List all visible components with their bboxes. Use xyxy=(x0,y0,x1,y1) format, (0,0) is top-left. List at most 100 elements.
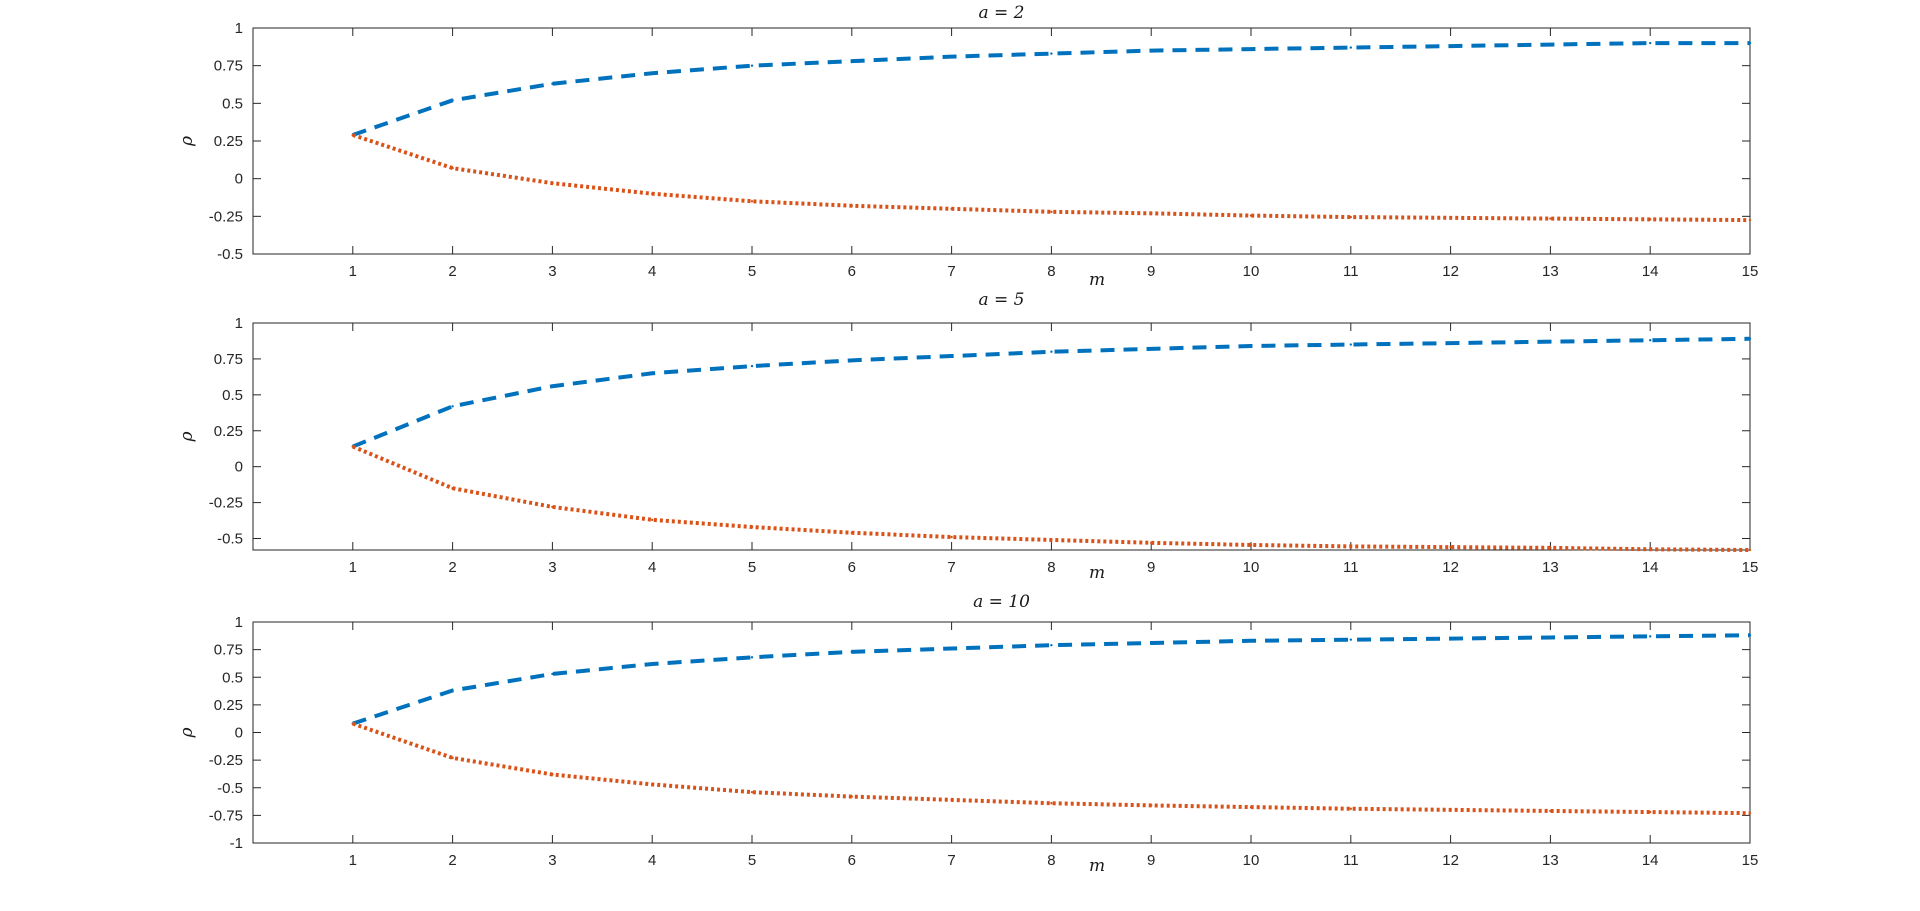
axes-box xyxy=(252,27,1751,255)
x-axis-label: m xyxy=(1089,856,1105,876)
y-tick-label: -0.75 xyxy=(209,807,243,824)
data-point xyxy=(850,359,853,362)
x-tick-label: 10 xyxy=(1243,852,1260,869)
y-axis-label: ρ xyxy=(177,136,197,147)
data-point xyxy=(850,531,853,534)
x-tick-label: 6 xyxy=(848,263,856,280)
data-point xyxy=(950,55,953,58)
data-point xyxy=(1150,804,1153,807)
data-point xyxy=(551,672,554,676)
x-tick-label: 11 xyxy=(1343,559,1359,576)
x-tick-label: 7 xyxy=(947,559,955,576)
data-point xyxy=(1349,807,1353,810)
data-point xyxy=(1050,350,1053,353)
x-tick-label: 5 xyxy=(748,852,756,869)
data-point xyxy=(1249,47,1253,51)
y-tick-label: 0.5 xyxy=(222,95,243,112)
y-tick-label: -0.5 xyxy=(217,780,243,797)
data-point xyxy=(1449,545,1452,549)
data-point xyxy=(651,72,654,75)
x-tick-label: 8 xyxy=(1047,263,1055,280)
data-point xyxy=(651,192,654,195)
x-tick-label: 12 xyxy=(1442,263,1459,280)
y-tick-label: 1 xyxy=(235,614,243,631)
y-tick-label: 0 xyxy=(235,459,243,476)
subplot-title: a = 2 xyxy=(978,3,1024,23)
data-point xyxy=(1249,805,1253,809)
y-tick-label: 0 xyxy=(235,171,243,188)
y-tick-label: 0.25 xyxy=(214,697,243,714)
subplot-3: a = 101 2 3 4 5 6 7 8 9 10 11 12 13 14 15-1-0.75-0.5-0… xyxy=(177,592,1758,876)
x-tick-label: 14 xyxy=(1642,852,1659,869)
subplot-title: a = 5 xyxy=(978,290,1024,310)
x-tick-label: 2 xyxy=(448,852,456,869)
data-point xyxy=(651,372,654,375)
x-tick-label: 15 xyxy=(1742,263,1759,280)
x-tick-label: 13 xyxy=(1542,263,1559,280)
x-tick-label: 3 xyxy=(548,263,556,280)
data-point xyxy=(950,798,953,802)
data-point xyxy=(1050,644,1053,647)
y-axis-label: ρ xyxy=(177,728,197,739)
data-point xyxy=(1748,811,1752,815)
axes-box xyxy=(252,621,1751,844)
lower-series-line xyxy=(352,721,1751,816)
x-tick-label: 1 xyxy=(349,263,357,280)
data-point xyxy=(351,133,354,137)
y-tick-label: -0.25 xyxy=(209,752,243,769)
x-tick-label: 8 xyxy=(1047,559,1055,576)
x-tick-label: 12 xyxy=(1442,559,1459,576)
data-point xyxy=(750,525,754,529)
x-tick-label: 5 xyxy=(748,559,756,576)
x-tick-label: 9 xyxy=(1147,263,1155,280)
y-tick-label: 1 xyxy=(235,315,243,332)
x-tick-label: 9 xyxy=(1147,559,1155,576)
data-point xyxy=(1050,52,1053,55)
y-tick-label: -0.5 xyxy=(217,531,243,548)
x-tick-label: 12 xyxy=(1442,852,1459,869)
x-tick-label: 2 xyxy=(448,559,456,576)
x-tick-label: 3 xyxy=(548,852,556,869)
data-point xyxy=(1549,43,1552,46)
data-point xyxy=(1649,41,1652,45)
x-tick-label: 7 xyxy=(947,263,955,280)
data-point xyxy=(1349,343,1353,346)
x-tick-label: 1 xyxy=(349,559,357,576)
lower-series-line xyxy=(352,444,1751,552)
data-point xyxy=(1449,341,1452,345)
x-tick-label: 5 xyxy=(748,263,756,280)
data-point xyxy=(1349,215,1353,219)
data-point xyxy=(1449,216,1452,220)
y-tick-label: -0.25 xyxy=(209,495,243,512)
x-tick-label: 9 xyxy=(1147,852,1155,869)
data-point xyxy=(1349,46,1353,49)
data-point xyxy=(551,773,554,776)
data-point xyxy=(1449,808,1452,812)
data-point xyxy=(1449,637,1452,640)
data-point xyxy=(1249,214,1253,217)
data-point xyxy=(1549,546,1552,550)
y-tick-label: -0.25 xyxy=(209,208,243,225)
data-point xyxy=(850,650,853,654)
data-point xyxy=(1349,545,1353,548)
x-tick-label: 10 xyxy=(1243,559,1260,576)
y-axis-label: ρ xyxy=(177,432,197,443)
data-point xyxy=(1549,217,1552,220)
data-point xyxy=(850,795,853,798)
data-point xyxy=(1050,210,1053,214)
data-point xyxy=(451,756,454,760)
x-tick-label: 7 xyxy=(947,852,955,869)
y-tick-label: 0.25 xyxy=(214,133,243,150)
y-tick-label: 0.75 xyxy=(214,351,243,368)
data-point xyxy=(1649,810,1652,814)
x-tick-label: 15 xyxy=(1742,852,1759,869)
data-point xyxy=(551,82,554,85)
data-point xyxy=(551,505,554,509)
x-tick-label: 13 xyxy=(1542,559,1559,576)
data-point xyxy=(451,405,454,408)
y-tick-label: 0.75 xyxy=(214,58,243,75)
y-tick-label: 1 xyxy=(235,20,243,37)
x-tick-label: 10 xyxy=(1243,263,1260,280)
x-tick-label: 15 xyxy=(1742,559,1759,576)
data-point xyxy=(1649,339,1652,342)
